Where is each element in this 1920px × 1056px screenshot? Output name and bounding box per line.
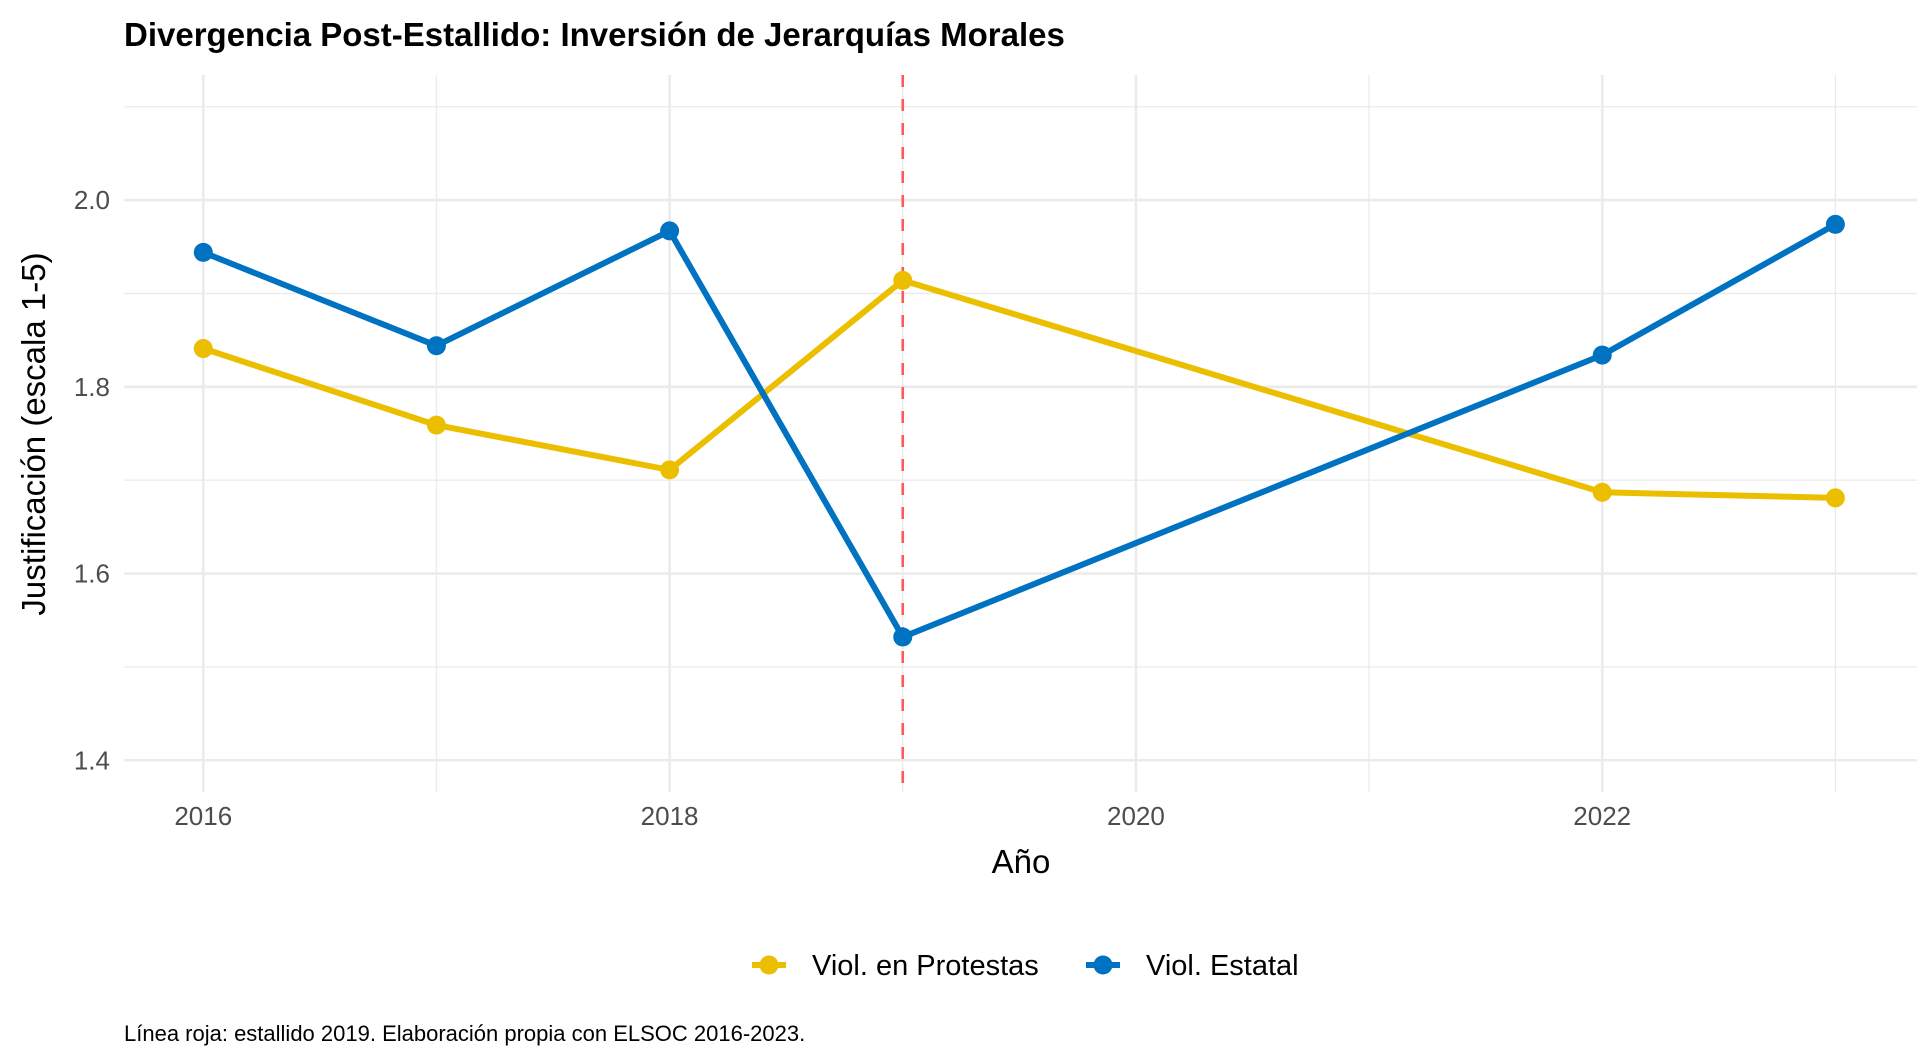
- y-tick-label: 2.0: [74, 185, 110, 215]
- x-tick-label: 2022: [1573, 801, 1631, 831]
- data-point: [426, 415, 446, 435]
- data-point: [193, 339, 213, 359]
- data-point: [193, 242, 213, 262]
- y-axis-ticks: 1.4 1.6 1.8 2.0: [74, 185, 110, 775]
- data-point: [1825, 214, 1845, 234]
- data-point: [1592, 345, 1612, 365]
- y-tick-label: 1.6: [74, 559, 110, 589]
- legend-key-point: [759, 955, 779, 975]
- x-tick-label: 2018: [641, 801, 699, 831]
- data-point: [660, 221, 680, 241]
- x-tick-label: 2016: [174, 801, 232, 831]
- grid: [124, 75, 1917, 792]
- x-tick-label: 2020: [1107, 801, 1165, 831]
- data-point: [1825, 488, 1845, 508]
- legend-label: Viol. en Protestas: [812, 950, 1039, 982]
- data-point: [893, 270, 913, 290]
- legend-label: Viol. Estatal: [1146, 950, 1299, 982]
- caption: Línea roja: estallido 2019. Elaboración …: [124, 1021, 805, 1046]
- x-axis-ticks: 2016 2018 2020 2022: [174, 801, 1631, 831]
- data-point: [660, 460, 680, 480]
- x-axis-title: Año: [992, 843, 1051, 880]
- legend: Viol. en Protestas Viol. Estatal: [752, 950, 1299, 982]
- data-point: [426, 336, 446, 356]
- data-point: [893, 627, 913, 647]
- y-tick-label: 1.4: [74, 745, 110, 775]
- y-tick-label: 1.8: [74, 372, 110, 402]
- series-group: [193, 214, 1845, 647]
- data-point: [1592, 482, 1612, 502]
- chart-title: Divergencia Post-Estallido: Inversión de…: [124, 16, 1065, 53]
- series-line-estatal: [202, 221, 1837, 640]
- series-line-protestas: [202, 277, 1836, 501]
- y-axis-title: Justificación (escala 1-5): [15, 252, 52, 615]
- legend-key-point: [1093, 955, 1113, 975]
